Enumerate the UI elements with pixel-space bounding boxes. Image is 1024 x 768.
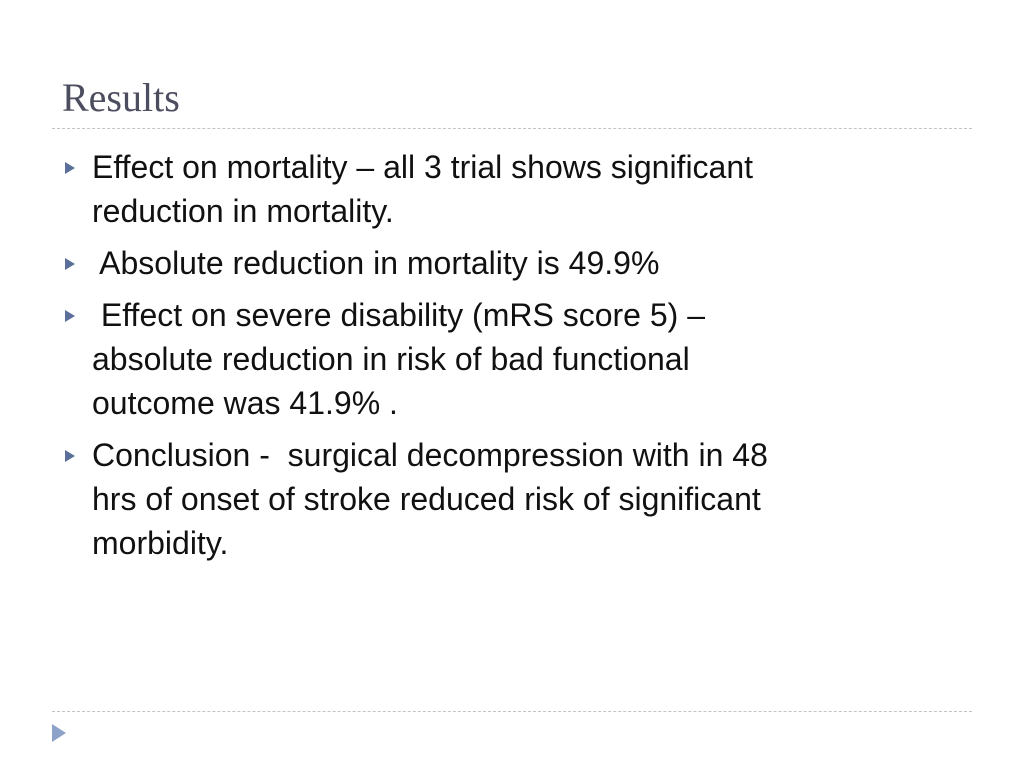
bullet-marker <box>65 162 75 174</box>
bullet-text: reduction in mortality. <box>92 193 394 229</box>
bullet-text: Absolute reduction in mortality is 49.9% <box>92 245 660 281</box>
bullet-item: Conclusion - surgical decompression with… <box>60 433 960 565</box>
bullet-marker <box>65 450 75 462</box>
bullet-text: Conclusion - surgical decompression with… <box>92 437 768 473</box>
bullet-list: Effect on mortality – all 3 trial shows … <box>60 145 960 573</box>
slide-title: Results <box>62 75 180 120</box>
bullet-text: hrs of onset of stroke reduced risk of s… <box>92 481 761 517</box>
bullet-marker <box>65 310 75 322</box>
corner-arrow <box>52 724 66 742</box>
bullet-text: absolute reduction in risk of bad functi… <box>92 341 690 377</box>
bullet-text: Effect on mortality – all 3 trial shows … <box>92 149 754 185</box>
bullet-marker <box>65 258 75 270</box>
divider <box>52 711 972 712</box>
divider <box>52 128 972 129</box>
bullet-item: Effect on mortality – all 3 trial shows … <box>60 145 960 233</box>
bullet-item: Effect on severe disability (mRS score 5… <box>60 293 960 425</box>
bullet-text: outcome was 41.9% . <box>92 385 398 421</box>
bullet-text: morbidity. <box>92 525 229 561</box>
bullet-text: Effect on severe disability (mRS score 5… <box>92 297 705 333</box>
bullet-item: Absolute reduction in mortality is 49.9% <box>60 241 960 285</box>
